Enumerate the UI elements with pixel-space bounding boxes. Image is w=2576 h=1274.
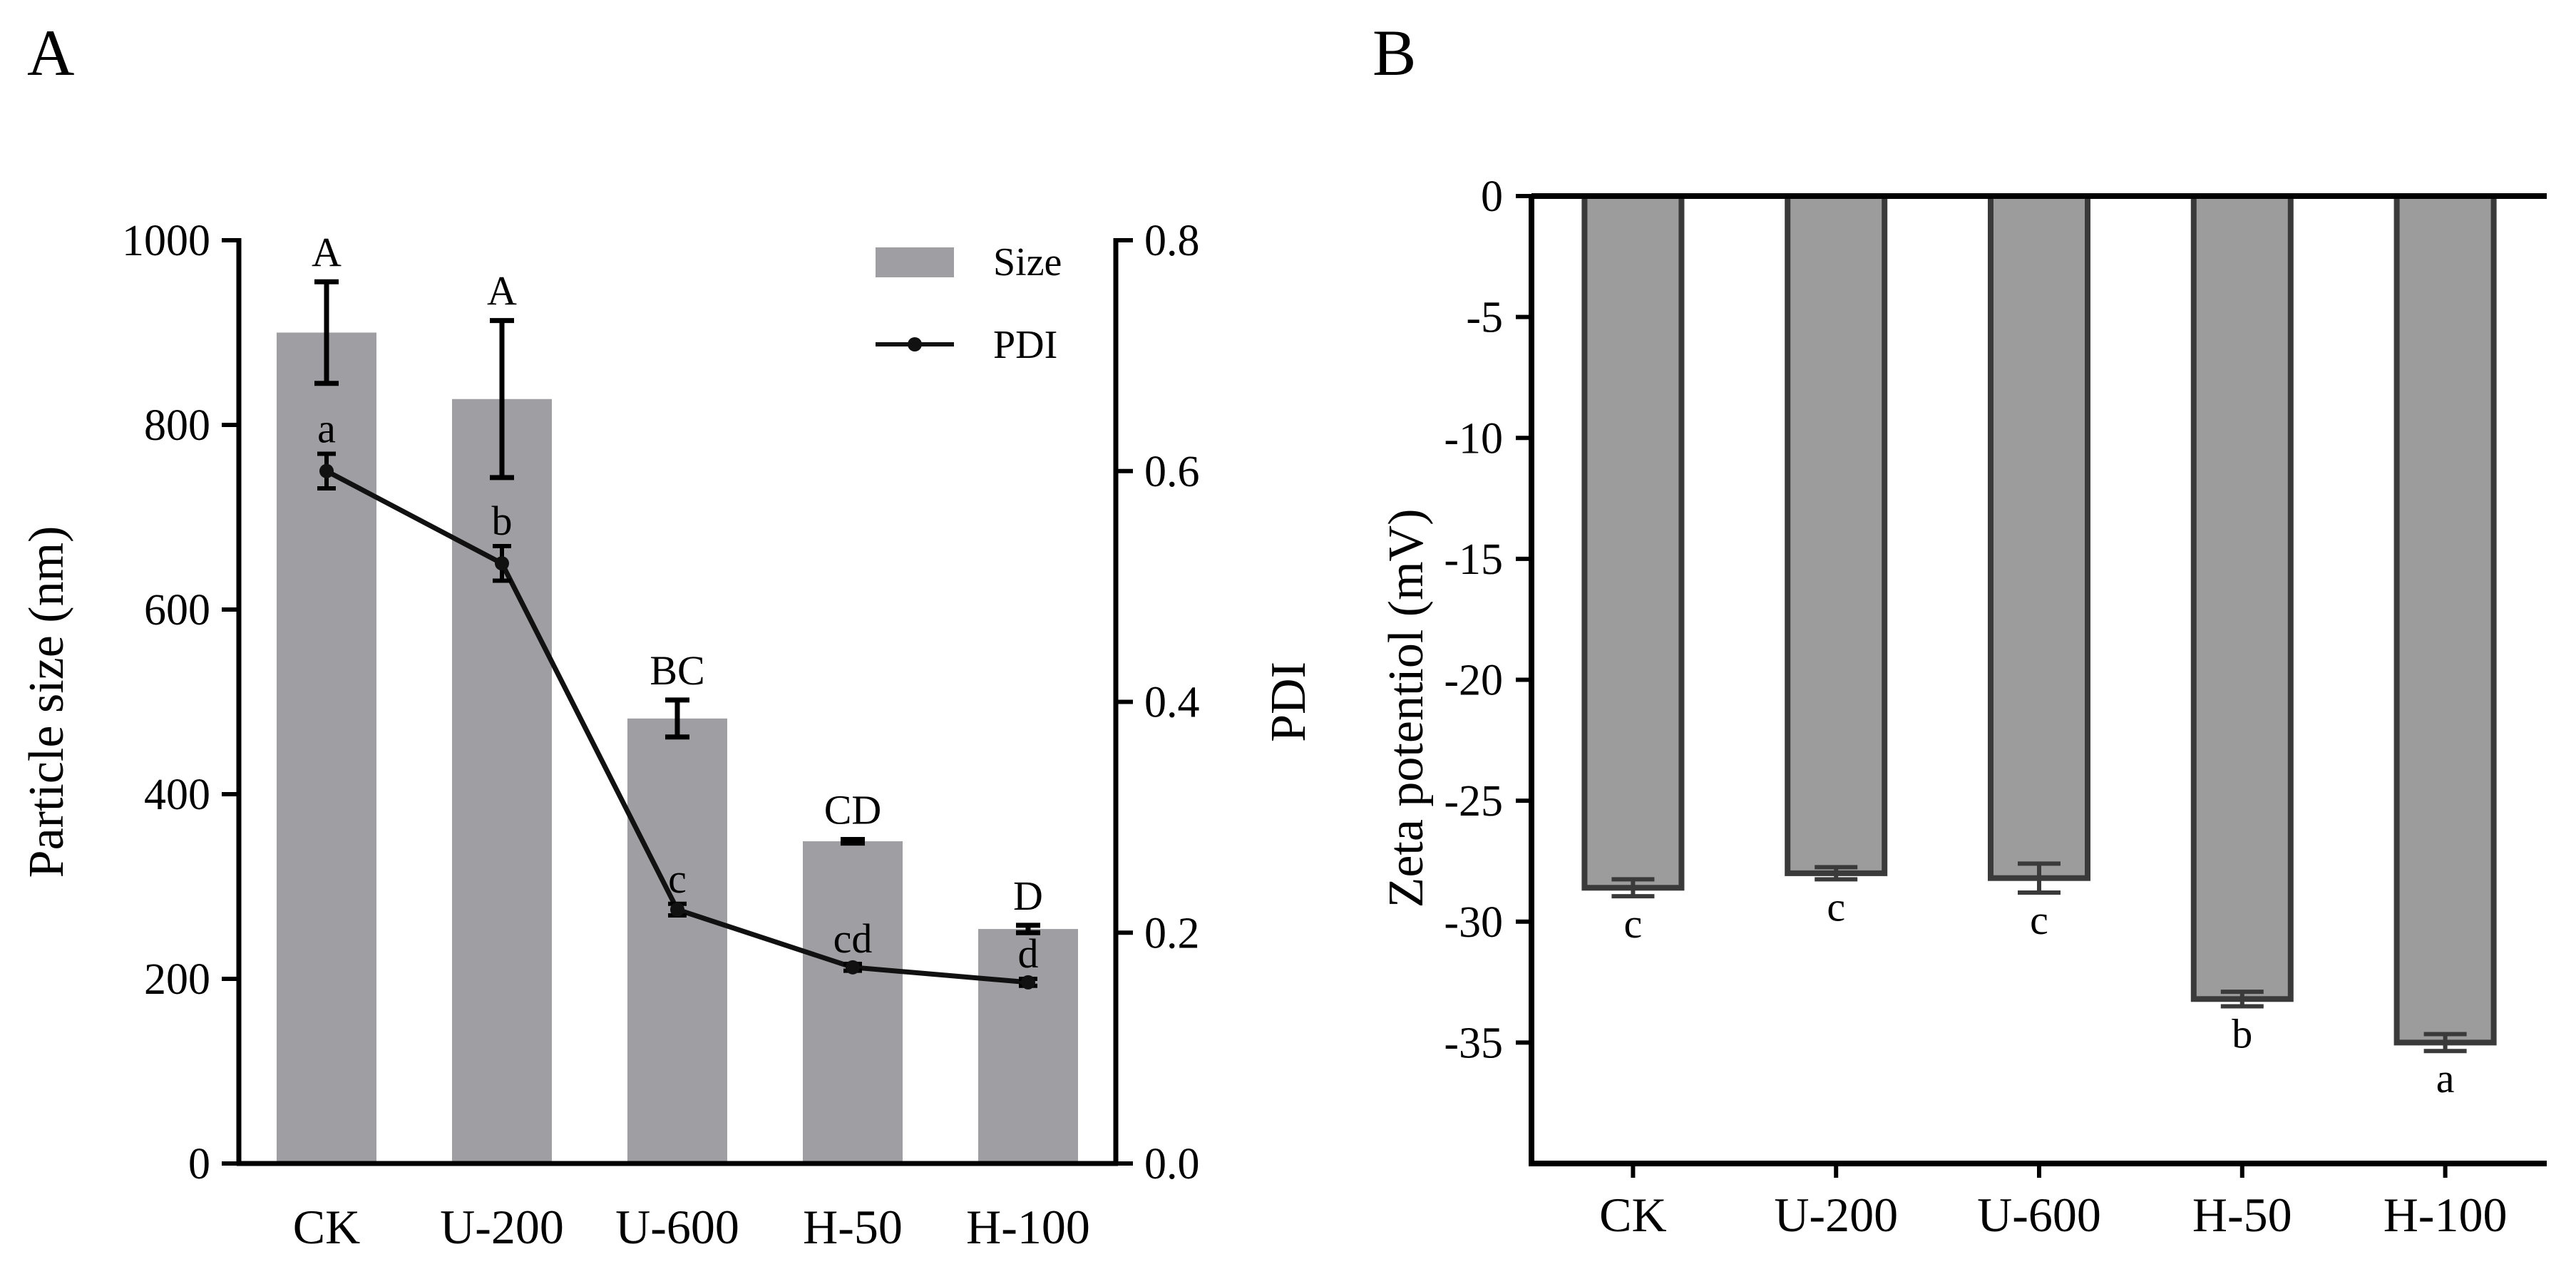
y-tick-label: -35 [1444, 1019, 1503, 1067]
zeta-significance-label: c [2030, 897, 2048, 943]
pdi-point-u-600 [670, 902, 684, 917]
left-y-tick-label: 0 [188, 1140, 210, 1188]
left-y-tick-label: 1000 [122, 217, 210, 265]
size-bar-h-50 [803, 841, 903, 1163]
legend-pdi-marker [908, 337, 922, 351]
x-tick-label-u-200: U-200 [1774, 1188, 1898, 1242]
zeta-bar-u-200 [1785, 193, 1888, 876]
zeta-significance-label: b [2232, 1010, 2252, 1057]
y-tick-label: -30 [1444, 898, 1503, 947]
pdi-significance-label: d [1018, 930, 1039, 977]
pdi-significance-label: c [668, 856, 687, 902]
y-tick-label: 0 [1481, 173, 1503, 221]
left-y-tick-label: 800 [144, 401, 210, 450]
zeta-bar-u-600 [1988, 193, 2090, 881]
pdi-point-ck [319, 463, 334, 478]
pdi-point-u-200 [495, 556, 509, 571]
x-tick-label-u-600: U-600 [615, 1200, 739, 1254]
y-tick-label: -25 [1444, 777, 1503, 826]
right-y-tick-label: 0.2 [1144, 909, 1200, 957]
size-bar-h-100 [978, 929, 1078, 1163]
y-tick-label: -5 [1466, 294, 1503, 342]
x-tick-label-ck: CK [1599, 1188, 1666, 1242]
chart-b-zeta-potential: c c c b a 0 -5 -10 -15 -20 -25 -30 -35 CK U-200 U-600 H-… [1379, 173, 2547, 1242]
right-y-tick-label: 0.0 [1144, 1140, 1200, 1188]
right-y-tick-label: 0.6 [1144, 448, 1200, 496]
zeta-significance-label: a [2436, 1055, 2455, 1101]
size-bar-u-600 [627, 718, 727, 1163]
zeta-bar-h-50 [2190, 193, 2294, 1002]
y-tick-label: -20 [1444, 657, 1503, 705]
legend-size-swatch [876, 247, 954, 277]
left-y-tick-label: 200 [144, 955, 210, 1004]
size-significance-label: A [312, 229, 342, 275]
y-axis-title: Zeta potentiol (mV) [1379, 509, 1434, 908]
x-tick-label-h-100: H-100 [2383, 1188, 2508, 1242]
right-y-tick-label: 0.8 [1144, 217, 1200, 265]
x-tick-label-h-50: H-50 [2192, 1188, 2292, 1242]
pdi-point-h-50 [846, 960, 860, 975]
x-tick-label-h-50: H-50 [803, 1200, 903, 1254]
right-y-axis-title: PDI [1261, 662, 1316, 742]
zeta-significance-label: c [1624, 900, 1643, 947]
size-significance-label: BC [650, 647, 704, 694]
pdi-significance-label: cd [833, 915, 873, 962]
legend-pdi-label: PDI [993, 323, 1057, 367]
pdi-point-h-100 [1021, 975, 1035, 990]
x-tick-label-h-100: H-100 [966, 1200, 1090, 1254]
chart-a-particle-size-pdi: A A BC CD Da b c cd d 0 200 400 600 800 1000 0.0 0.2 0.4 0… [19, 217, 1316, 1254]
left-y-axis-title: Particle size (nm) [19, 526, 74, 878]
left-y-tick-label: 600 [144, 586, 210, 635]
y-tick-label: -10 [1444, 414, 1503, 463]
legend-size-label: Size [993, 240, 1062, 284]
panel-b-letter: B [1372, 16, 1416, 89]
left-y-tick-label: 400 [144, 771, 210, 819]
x-tick-label-ck: CK [293, 1200, 360, 1254]
zeta-significance-label: c [1827, 883, 1845, 930]
x-tick-label-u-600: U-600 [1977, 1188, 2101, 1242]
right-y-tick-label: 0.4 [1144, 679, 1200, 727]
panel-a-letter: A [27, 16, 74, 89]
y-tick-label: -15 [1444, 535, 1503, 584]
zeta-bar-ck [1581, 193, 1685, 891]
size-bar-u-200 [452, 399, 552, 1163]
x-tick-label-u-200: U-200 [440, 1200, 564, 1254]
size-significance-label: D [1013, 873, 1043, 919]
pdi-significance-label: b [492, 498, 513, 544]
zeta-bar-h-100 [2393, 193, 2497, 1046]
size-significance-label: A [487, 268, 517, 314]
size-significance-label: CD [824, 786, 882, 833]
pdi-significance-label: a [317, 405, 336, 451]
